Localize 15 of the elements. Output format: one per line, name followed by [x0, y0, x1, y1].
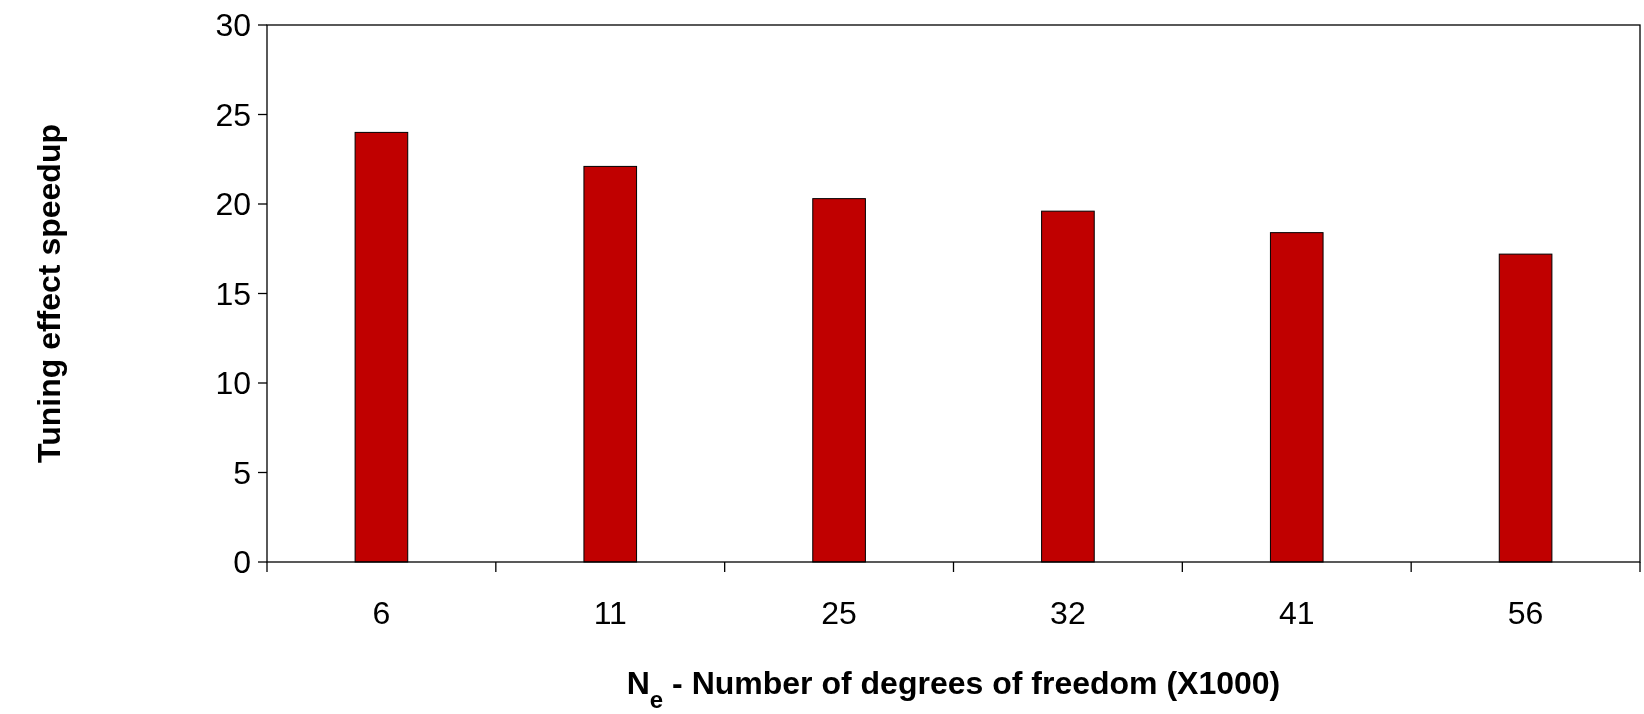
x-tick-label: 56 — [1507, 595, 1544, 631]
x-axis-title: N$_{e}$ - Number of degrees of freedom (X1000) — [626, 665, 1281, 713]
y-tick-label: 5 — [233, 454, 251, 491]
y-tick-label: 0 — [233, 544, 251, 581]
x-tick-label: 11 — [593, 595, 627, 631]
y-tick-label: 30 — [215, 7, 251, 44]
y-tick-label: 25 — [215, 96, 251, 133]
x-tick-label: 6 — [372, 595, 391, 631]
y-tick-label: 15 — [215, 275, 251, 312]
x-tick-label: 41 — [1278, 595, 1315, 631]
x-tick-label: 25 — [821, 595, 857, 631]
y-tick-label: 10 — [215, 365, 251, 402]
y-tick-label: 20 — [215, 186, 251, 223]
x-tick-label: 32 — [1050, 595, 1086, 631]
y-axis-title: Tuning effect speedup — [31, 124, 67, 463]
